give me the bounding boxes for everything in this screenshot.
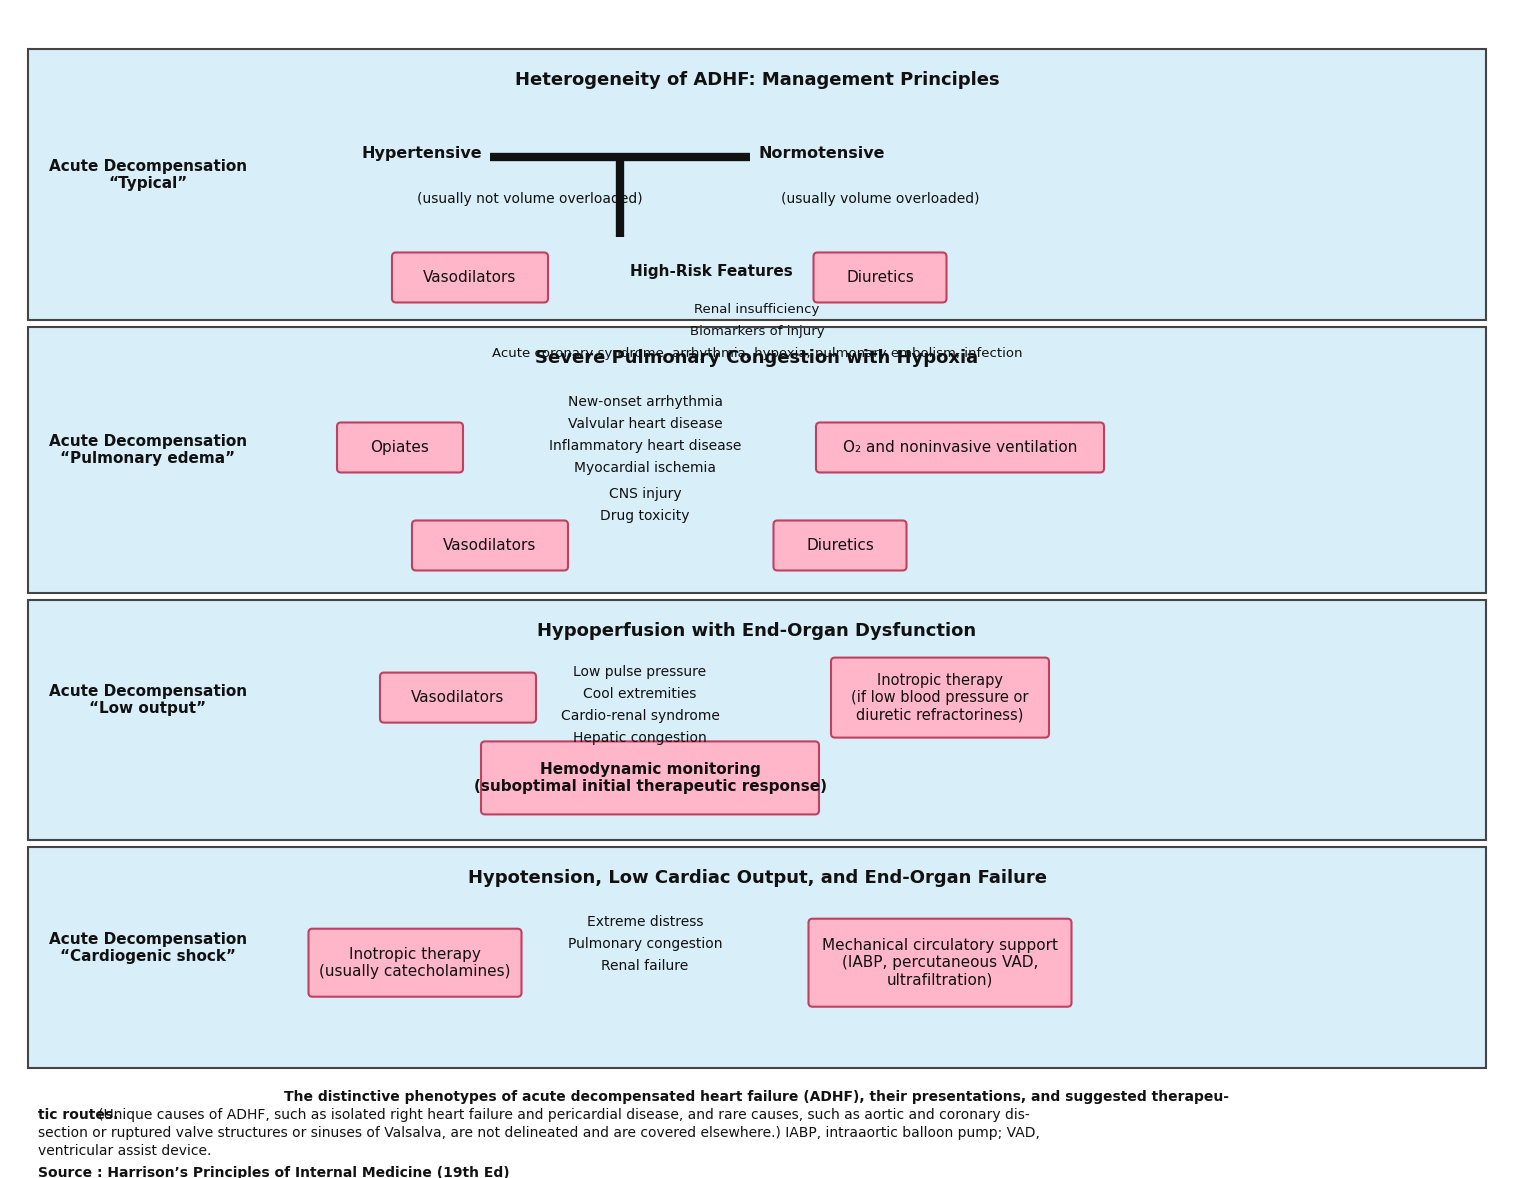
Text: Acute Decompensation
“Low output”: Acute Decompensation “Low output” [48,683,247,716]
Bar [27,847,1487,1068]
Text: Valvular heart disease: Valvular heart disease [568,417,722,431]
Text: Diuretics: Diuretics [805,538,874,552]
Text: Vasodilators: Vasodilators [424,270,516,285]
Text: (usually volume overloaded): (usually volume overloaded) [781,192,980,206]
Text: Pulmonary congestion: Pulmonary congestion [568,937,722,951]
Text: Diuretics: Diuretics [846,270,914,285]
Text: Severe Pulmonary Congestion with Hypoxia: Severe Pulmonary Congestion with Hypoxia [536,350,978,368]
Text: O₂ and noninvasive ventilation: O₂ and noninvasive ventilation [843,441,1076,455]
FancyBboxPatch shape [481,741,819,814]
Text: Hemodynamic monitoring
(suboptimal initial therapeutic response): Hemodynamic monitoring (suboptimal initi… [474,762,827,794]
Text: Hypoperfusion with End-Organ Dysfunction: Hypoperfusion with End-Organ Dysfunction [537,622,977,640]
Text: section or ruptured valve structures or sinuses of Valsalva, are not delineated : section or ruptured valve structures or … [38,1126,1040,1140]
Text: Acute Decompensation
“Pulmonary edema”: Acute Decompensation “Pulmonary edema” [48,434,247,466]
Text: Hypertensive: Hypertensive [362,146,481,161]
Text: Inotropic therapy
(if low blood pressure or
diuretic refractoriness): Inotropic therapy (if low blood pressure… [851,673,1028,722]
Text: Low pulse pressure: Low pulse pressure [574,664,707,679]
Text: Extreme distress: Extreme distress [587,915,702,929]
Text: Drug toxicity: Drug toxicity [600,509,690,523]
FancyBboxPatch shape [816,423,1104,472]
FancyBboxPatch shape [774,521,907,570]
Text: Cool extremities: Cool extremities [583,687,696,701]
Text: Normotensive: Normotensive [759,146,884,161]
Text: CNS injury: CNS injury [609,488,681,502]
Bar [27,600,1487,840]
Text: Hypotension, Low Cardiac Output, and End-Organ Failure: Hypotension, Low Cardiac Output, and End… [468,869,1046,887]
FancyBboxPatch shape [309,928,521,997]
Text: Acute Decompensation
“Cardiogenic shock”: Acute Decompensation “Cardiogenic shock” [48,932,247,964]
Text: Renal insufficiency: Renal insufficiency [695,304,819,317]
Text: Acute coronary syndrome, arrhythmia, hypoxia, pulmonary embolism, infection: Acute coronary syndrome, arrhythmia, hyp… [492,348,1022,360]
Text: tic routes.: tic routes. [38,1108,123,1123]
Text: Vasodilators: Vasodilators [444,538,536,552]
Bar [27,49,1487,320]
FancyBboxPatch shape [831,657,1049,737]
FancyBboxPatch shape [412,521,568,570]
FancyBboxPatch shape [392,252,548,303]
FancyBboxPatch shape [813,252,946,303]
Text: New-onset arrhythmia: New-onset arrhythmia [568,396,722,410]
Text: (Unique causes of ADHF, such as isolated right heart failure and pericardial dis: (Unique causes of ADHF, such as isolated… [98,1108,1030,1123]
Text: Renal failure: Renal failure [601,959,689,973]
Bar [27,327,1487,593]
Text: Inflammatory heart disease: Inflammatory heart disease [548,439,742,454]
Text: Opiates: Opiates [371,441,430,455]
Text: ventricular assist device.: ventricular assist device. [38,1145,212,1158]
Text: Inotropic therapy
(usually catecholamines): Inotropic therapy (usually catecholamine… [319,946,510,979]
Text: Source : Harrison’s Principles of Internal Medicine (19th Ed): Source : Harrison’s Principles of Intern… [38,1166,510,1178]
FancyBboxPatch shape [380,673,536,722]
Text: Myocardial ischemia: Myocardial ischemia [574,462,716,476]
Text: Hepatic congestion: Hepatic congestion [574,730,707,744]
Text: Mechanical circulatory support
(IABP, percutaneous VAD,
ultrafiltration): Mechanical circulatory support (IABP, pe… [822,938,1058,987]
FancyBboxPatch shape [338,423,463,472]
Text: The distinctive phenotypes of acute decompensated heart failure (ADHF), their pr: The distinctive phenotypes of acute deco… [285,1091,1229,1105]
FancyBboxPatch shape [808,919,1072,1007]
Text: Acute Decompensation
“Typical”: Acute Decompensation “Typical” [48,159,247,191]
Text: High-Risk Features: High-Risk Features [630,264,793,279]
Text: Cardio-renal syndrome: Cardio-renal syndrome [560,709,719,722]
Text: Biomarkers of injury: Biomarkers of injury [690,325,824,338]
Text: (usually not volume overloaded): (usually not volume overloaded) [418,192,643,206]
Text: Heterogeneity of ADHF: Management Principles: Heterogeneity of ADHF: Management Princi… [515,72,999,90]
Text: Vasodilators: Vasodilators [412,690,504,706]
